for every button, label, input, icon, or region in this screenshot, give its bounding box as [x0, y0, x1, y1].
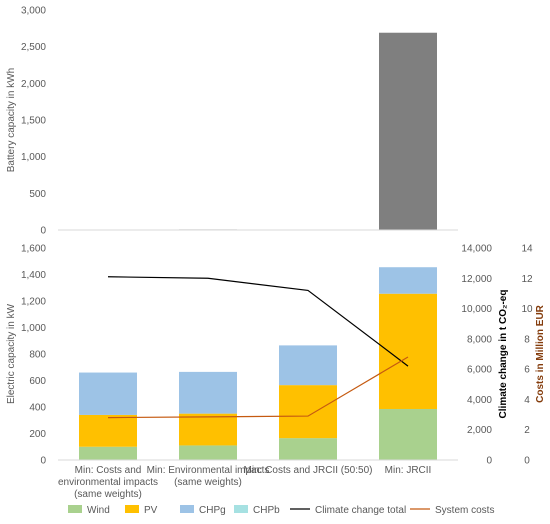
legend-label-climate-change-total: Climate change total — [315, 505, 406, 516]
bar-segment-wind — [279, 438, 337, 460]
battery-y-tick-label: 2,000 — [21, 79, 46, 90]
legend-label-wind: Wind — [87, 505, 110, 516]
legend-swatch-pv — [125, 505, 139, 513]
costs-y-tick-label: 4 — [524, 395, 530, 406]
climate-y-axis-label: Climate change in t CO₂-eq — [498, 290, 509, 419]
costs-y-tick-label: 14 — [521, 244, 533, 255]
electric-y-tick-label: 400 — [29, 403, 46, 414]
bar-segment-chpb — [179, 371, 237, 414]
bar-segment-pv — [79, 414, 137, 447]
electric-stacked-bars — [79, 267, 437, 460]
bar-segment-wind — [379, 408, 437, 460]
battery-y-tick-label: 500 — [29, 189, 46, 200]
category-label: (same weights) — [174, 477, 242, 488]
climate-y-tick-label: 8,000 — [467, 334, 492, 345]
legend-swatch-chpg — [180, 505, 194, 513]
bar-segment-chpb — [279, 345, 337, 386]
bar-segment-chpb — [379, 267, 437, 294]
climate-y-tick-label: 0 — [486, 456, 492, 467]
costs-y-tick-label: 8 — [524, 334, 530, 345]
battery-y-tick-label: 1,000 — [21, 152, 46, 163]
category-label: Min: JRCII — [385, 465, 432, 476]
system-costs-line — [107, 356, 409, 419]
battery-y-tick-label: 0 — [40, 226, 46, 237]
electric-y-tick-label: 0 — [40, 456, 46, 467]
battery-capacity-chart: 0 500 1,000 1,500 2,000 2,500 3,000 Battery ca… — [6, 6, 458, 237]
battery-y-tick-label: 2,500 — [21, 42, 46, 53]
costs-y-axis-ticks: 0 2 4 6 8 10 12 14 — [521, 244, 533, 467]
legend-label-chpb: CHPb — [253, 505, 280, 516]
costs-y-tick-label: 2 — [524, 425, 530, 436]
electric-y-tick-label: 200 — [29, 429, 46, 440]
legend-swatch-wind — [68, 505, 82, 513]
battery-bar — [379, 32, 437, 230]
electric-y-tick-label: 600 — [29, 376, 46, 387]
overlay-lines — [107, 276, 409, 419]
costs-y-tick-label: 10 — [521, 304, 533, 315]
legend-label-pv: PV — [144, 505, 158, 516]
battery-y-tick-label: 3,000 — [21, 6, 46, 17]
electric-y-tick-label: 1,400 — [21, 270, 46, 281]
battery-y-axis-label: Battery capacity in kWh — [6, 68, 17, 172]
costs-y-axis-label: Costs in Million EUR — [535, 304, 546, 403]
electric-y-tick-label: 1,600 — [21, 244, 46, 255]
climate-y-tick-label: 2,000 — [467, 425, 492, 436]
battery-y-tick-label: 1,500 — [21, 116, 46, 127]
category-label: (same weights) — [74, 489, 142, 500]
climate-y-tick-label: 4,000 — [467, 395, 492, 406]
electric-y-tick-label: 1,000 — [21, 323, 46, 334]
climate-y-tick-label: 10,000 — [461, 304, 492, 315]
climate-y-axis-ticks: 0 2,000 4,000 6,000 8,000 10,000 12,000 14,000 — [461, 244, 492, 467]
bar-segment-wind — [179, 445, 237, 460]
costs-y-tick-label: 12 — [521, 274, 533, 285]
bar-segment-chpb — [79, 372, 137, 415]
bar-segment-pv — [279, 385, 337, 439]
battery-bars — [79, 32, 437, 231]
bar-segment-wind — [79, 446, 137, 460]
category-label: Min: Costs and — [75, 465, 142, 476]
bar-segment-pv — [179, 413, 237, 446]
legend-label-chpg: CHPg — [199, 505, 226, 516]
climate-y-tick-label: 12,000 — [461, 274, 492, 285]
electric-y-axis-label: Electric capacity in kW — [6, 303, 17, 404]
climate-y-tick-label: 14,000 — [461, 244, 492, 255]
legend: Wind PV CHPg CHPb Climate change total System… — [68, 505, 494, 516]
category-label: environmental impacts — [58, 477, 158, 488]
costs-y-tick-label: 6 — [524, 365, 530, 376]
battery-y-axis-ticks: 0 500 1,000 1,500 2,000 2,500 3,000 — [21, 6, 46, 237]
electric-y-tick-label: 800 — [29, 350, 46, 361]
electric-y-tick-label: 1,200 — [21, 297, 46, 308]
category-label: Min: Costs and JRCII (50:50) — [244, 465, 373, 476]
costs-y-tick-label: 0 — [524, 456, 530, 467]
climate-change-total-line — [107, 276, 409, 367]
electric-y-axis-ticks: 0 200 400 600 800 1,000 1,200 1,400 1,600 — [21, 244, 46, 467]
category-label: Min: Environmental impacts — [147, 465, 270, 476]
legend-label-system-costs: System costs — [435, 505, 494, 516]
climate-y-tick-label: 6,000 — [467, 365, 492, 376]
legend-swatch-chpb — [234, 505, 248, 513]
